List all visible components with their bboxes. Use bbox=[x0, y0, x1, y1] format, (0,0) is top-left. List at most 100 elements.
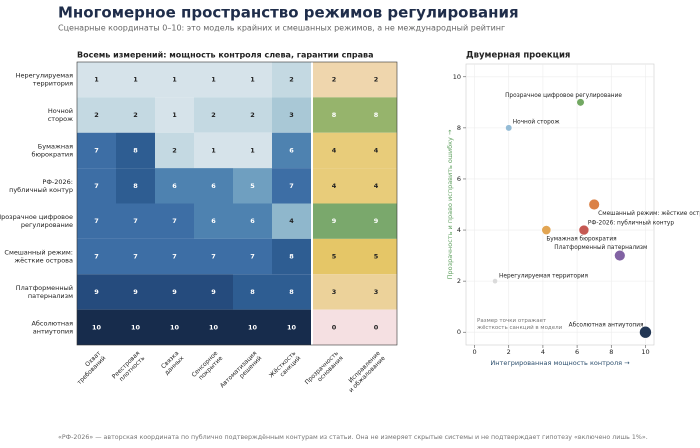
x-tick-label: 4 bbox=[541, 348, 545, 356]
cell-value: 9 bbox=[332, 217, 337, 225]
scatter-point bbox=[639, 325, 652, 339]
y-tick-label: 6 bbox=[457, 175, 461, 183]
heatmap-cell bbox=[116, 309, 155, 345]
heatmap-cell bbox=[77, 168, 116, 204]
x-tick-label: 0 bbox=[472, 348, 476, 356]
x-tick-label: 10 bbox=[641, 348, 649, 356]
heatmap-cell bbox=[355, 132, 397, 169]
point-label: Прозрачное цифровое регулирование bbox=[505, 93, 622, 99]
heatmap-cell bbox=[313, 274, 355, 310]
heatmap-cell bbox=[233, 238, 272, 275]
row-label: бюрократия bbox=[31, 150, 73, 158]
cell-value: 8 bbox=[289, 253, 294, 261]
cell-value: 10 bbox=[209, 323, 219, 331]
heatmap-cell bbox=[272, 274, 311, 310]
heatmap-cell bbox=[233, 62, 272, 98]
heatmap-cell bbox=[233, 203, 272, 239]
point-label: Нерегулируемая территория bbox=[499, 274, 588, 280]
heatmap-cell bbox=[116, 203, 155, 239]
cell-value: 4 bbox=[374, 146, 379, 154]
x-tick-label: 2 bbox=[507, 348, 511, 356]
cell-value: 2 bbox=[172, 146, 177, 154]
x-axis-label: Интегрированная мощность контроля → bbox=[490, 359, 630, 367]
row-label: сторож bbox=[48, 115, 73, 123]
heatmap-cell bbox=[272, 97, 311, 133]
row-label: Ночной bbox=[48, 107, 73, 115]
scatter-point bbox=[492, 278, 499, 285]
heatmap-cell bbox=[194, 97, 233, 133]
page-subtitle: Сценарные координаты 0–10: это модель кр… bbox=[58, 24, 505, 33]
heatmap-cell bbox=[194, 132, 233, 169]
cell-value: 9 bbox=[211, 288, 216, 296]
y-tick-label: 2 bbox=[457, 277, 461, 285]
cell-value: 5 bbox=[250, 182, 255, 190]
cell-value: 7 bbox=[172, 253, 177, 261]
cell-value: 9 bbox=[374, 217, 379, 225]
column-label: Охваттребований bbox=[71, 349, 108, 386]
heatmap-cell bbox=[313, 203, 355, 239]
column-label: Исправлениеи обжалование bbox=[342, 349, 386, 393]
cell-value: 2 bbox=[211, 111, 216, 119]
point-label: Смешанный режим: жёсткие острова bbox=[598, 210, 700, 217]
cell-value: 5 bbox=[332, 253, 337, 261]
row-label: территория bbox=[33, 80, 73, 88]
heatmap-cell bbox=[194, 168, 233, 204]
heatmap-cell bbox=[272, 309, 311, 345]
point-label: Платформенный патернализм bbox=[554, 244, 647, 251]
heatmap-cell bbox=[272, 168, 311, 204]
cell-value: 4 bbox=[374, 182, 379, 190]
cell-value: 4 bbox=[289, 217, 294, 225]
cell-value: 6 bbox=[289, 146, 294, 154]
scatter-point bbox=[505, 124, 513, 132]
cell-value: 8 bbox=[250, 288, 255, 296]
scatter-point bbox=[614, 249, 626, 262]
row-label: жёсткие острова bbox=[14, 257, 73, 265]
size-note-line: Размер точки отражает bbox=[477, 318, 547, 324]
cell-value: 7 bbox=[172, 217, 177, 225]
page-title: Многомерное пространство режимов регулир… bbox=[58, 4, 519, 22]
heatmap-cell bbox=[155, 203, 194, 239]
row-label: Смешанный режим: bbox=[4, 249, 73, 257]
heatmap-cell bbox=[155, 168, 194, 204]
scatter-point bbox=[576, 98, 585, 107]
row-label: Бумажная bbox=[38, 142, 73, 150]
heatmap-cell bbox=[77, 274, 116, 310]
heatmap-cell bbox=[233, 309, 272, 345]
y-axis-label: Прозрачность и право исправить ошибку → bbox=[446, 129, 454, 279]
cell-value: 1 bbox=[172, 111, 177, 119]
cell-value: 7 bbox=[94, 253, 99, 261]
column-label: Автоматизациярешений bbox=[218, 349, 263, 394]
cell-value: 0 bbox=[374, 323, 379, 331]
heatmap-cell bbox=[355, 97, 397, 133]
cell-value: 7 bbox=[94, 217, 99, 225]
x-tick-label: 8 bbox=[609, 348, 613, 356]
heatmap-cell bbox=[77, 203, 116, 239]
cell-value: 9 bbox=[172, 288, 177, 296]
cell-value: 7 bbox=[250, 253, 255, 261]
heatmap-cell bbox=[155, 62, 194, 98]
y-tick-label: 0 bbox=[457, 328, 461, 336]
row-label: антиутопия bbox=[33, 327, 73, 335]
cell-value: 1 bbox=[94, 76, 99, 84]
row-label: Платформенный bbox=[16, 284, 73, 292]
heatmap-cell bbox=[355, 274, 397, 310]
heatmap-cell bbox=[272, 62, 311, 98]
heatmap-cell bbox=[77, 132, 116, 169]
cell-value: 10 bbox=[92, 323, 102, 331]
column-label: Сенсорноепокрытие bbox=[190, 349, 224, 383]
heatmap-cell bbox=[313, 62, 355, 98]
row-label: Прозрачное цифровое bbox=[0, 213, 73, 221]
heatmap-cell bbox=[272, 132, 311, 169]
heatmap-cell bbox=[155, 309, 194, 345]
cell-value: 4 bbox=[332, 182, 337, 190]
heatmap-cell bbox=[313, 309, 355, 345]
column-label: Жёсткостьсанкций bbox=[268, 349, 303, 384]
heatmap-cell bbox=[355, 62, 397, 98]
cell-value: 3 bbox=[332, 288, 337, 296]
scatter-title: Двумерная проекция bbox=[466, 51, 570, 61]
cell-value: 1 bbox=[211, 76, 216, 84]
cell-value: 1 bbox=[172, 76, 177, 84]
heatmap-cell bbox=[194, 238, 233, 275]
heatmap-cell bbox=[77, 97, 116, 133]
